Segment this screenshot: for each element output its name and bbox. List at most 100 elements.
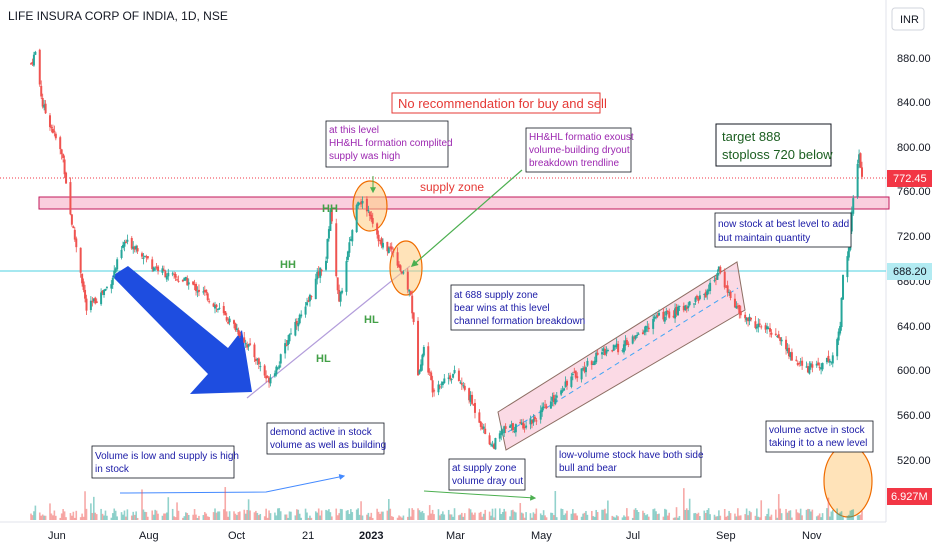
volume-bar (94, 512, 97, 520)
volume-bar (386, 510, 389, 520)
volume-bar (317, 508, 320, 520)
candle-body (593, 360, 596, 365)
volume-bar (807, 508, 809, 520)
volume-bar (525, 512, 527, 520)
volume-bar (615, 515, 618, 520)
volume-bar (31, 515, 34, 520)
volume-bar (164, 513, 167, 520)
volume-bar (699, 516, 701, 520)
candle-body (349, 239, 352, 241)
volume-bar (684, 509, 687, 520)
volume-bar (183, 516, 186, 520)
x-tick-label: Jul (626, 530, 640, 542)
candle-body (430, 372, 433, 380)
candle-body (859, 153, 862, 168)
candle-body (449, 375, 452, 380)
candle-body (361, 201, 364, 204)
volume-bar (504, 511, 507, 520)
volume-bar (52, 515, 54, 520)
volume-bar (329, 512, 332, 520)
volume-bars (30, 487, 863, 520)
candle-body (545, 406, 548, 408)
volume-bar (687, 510, 690, 520)
candle-body (643, 330, 646, 333)
candle-body (576, 376, 579, 379)
volume-bar (653, 508, 656, 520)
candle-body (535, 420, 538, 422)
svg-text:bull and bear: bull and bear (559, 463, 617, 474)
candle-body (320, 269, 323, 272)
volume-bar (542, 510, 545, 520)
candle-body (390, 246, 393, 250)
candle-body (233, 320, 236, 324)
candle-body (177, 280, 180, 282)
svg-text:supply was high: supply was high (329, 151, 400, 162)
candle-body (682, 305, 685, 311)
candle-body (665, 310, 668, 316)
volume-bar (269, 513, 272, 520)
volume-bar (369, 516, 371, 520)
candle-body (861, 167, 863, 177)
candle-body (307, 300, 310, 302)
candle-body (697, 297, 700, 301)
candle-body (289, 333, 292, 335)
candle-body (757, 323, 760, 328)
volume-bar (555, 517, 558, 520)
volume-bar (428, 505, 431, 520)
volume-bar (113, 508, 116, 520)
x-tick-label: Aug (139, 530, 159, 542)
candle-body (582, 368, 585, 370)
candle-body (234, 323, 237, 331)
candle-body (602, 348, 605, 351)
candle-body (758, 323, 761, 325)
volume-bar (177, 510, 180, 520)
volume-bar (561, 509, 564, 520)
volume-bar (837, 513, 840, 520)
volume-bar (237, 512, 240, 520)
volume-bar (38, 512, 41, 520)
volume-bar (92, 496, 95, 520)
volume-bar (173, 516, 175, 520)
y-tick-label: 600.00 (897, 365, 931, 377)
volume-bar (831, 509, 834, 520)
volume-bar (205, 513, 208, 520)
candle-body (674, 308, 677, 319)
candle-body (216, 308, 219, 310)
volume-bar (764, 516, 767, 520)
volume-bar (447, 509, 450, 520)
stoploss-line: stoploss 720 below (722, 147, 833, 162)
volume-bar (683, 488, 685, 520)
candle-body (469, 395, 472, 402)
volume-bar (450, 514, 453, 520)
candle-body (774, 333, 777, 335)
note-volume-low: Volume is low and supply is high in stoc… (91, 445, 239, 479)
volume-bar (574, 513, 577, 520)
candle-body (840, 297, 843, 328)
y-tick-label: 760.00 (897, 186, 931, 198)
volume-bar (355, 509, 358, 520)
candle-body (663, 316, 666, 322)
volume-bar (769, 516, 771, 520)
volume-bar (481, 516, 484, 520)
volume-bar (612, 516, 615, 520)
candle-body (330, 208, 333, 222)
volume-bar (396, 517, 399, 520)
volume-bar (672, 517, 675, 520)
volume-bar (815, 516, 818, 520)
candle-body (257, 358, 260, 365)
currency-button[interactable] (891, 7, 925, 31)
candle-body (554, 398, 557, 405)
volume-bar (335, 508, 338, 520)
volume-bar (379, 513, 381, 520)
candle-body (63, 159, 66, 175)
volume-bar (331, 516, 333, 520)
candle-body (214, 305, 217, 309)
candle-body (747, 317, 750, 322)
volume-bar (541, 515, 543, 520)
candle-body (412, 312, 415, 323)
candle-body (184, 276, 187, 280)
volume-bar (715, 516, 717, 520)
candle-body (825, 357, 828, 363)
currency-button-label[interactable]: INR (900, 14, 919, 26)
candle-body (529, 418, 532, 425)
